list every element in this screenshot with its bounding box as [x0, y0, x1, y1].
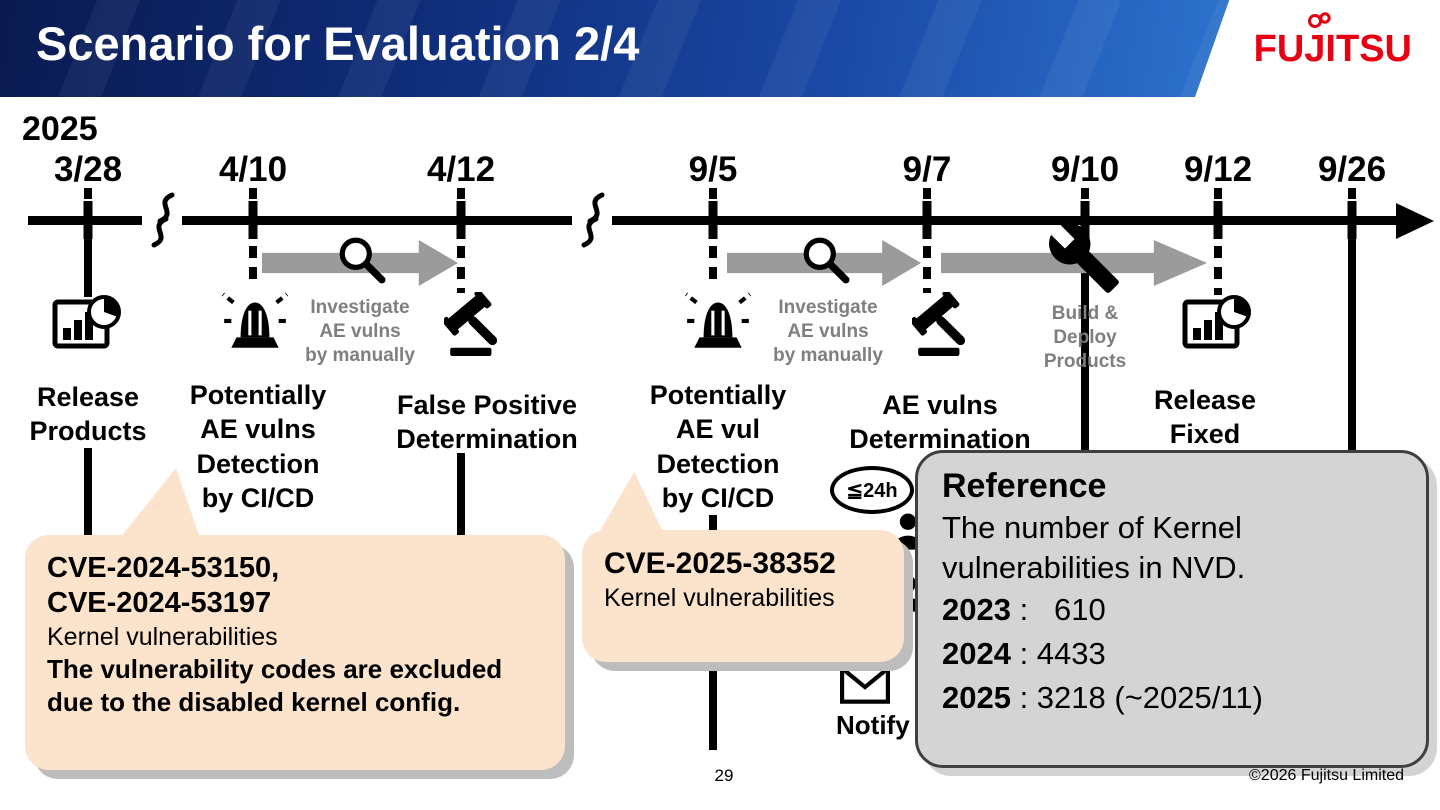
tick-dash [1081, 188, 1089, 199]
timeline-year-label: 2025 [22, 110, 98, 148]
presentation-chart-icon [1182, 290, 1252, 360]
connector-line [923, 225, 931, 293]
timeline-arrowhead-icon [1396, 203, 1434, 239]
copyright-notice: ©2026 Fujitsu Limited [1249, 767, 1404, 784]
date-label-3: 9/5 [688, 150, 738, 189]
siren-icon [682, 286, 754, 358]
timeline-tick [708, 201, 718, 239]
siren-icon [219, 286, 291, 358]
fujitsu-logo: FUJITSU [1253, 28, 1412, 70]
timeline-tick [922, 201, 932, 239]
callout-body: The vulnerability codes are excluded due… [47, 654, 503, 717]
timeline-break-icon [142, 190, 182, 250]
tick-dash [84, 188, 92, 199]
reference-row-2024: 2024 : 4433 [942, 632, 1402, 676]
gavel-icon [441, 289, 510, 358]
tick-dash [1214, 188, 1222, 199]
timeline-tick [456, 201, 466, 239]
date-label-2: 4/12 [426, 150, 496, 189]
timeline-tick [1213, 201, 1223, 239]
connector-line [84, 448, 92, 547]
page-number: 29 [714, 766, 734, 785]
fujitsu-infinity-icon [1306, 12, 1336, 33]
event-label-potential-detection-1: Potentially AE vulns Detection by CI/CD [189, 380, 327, 513]
process-label-investigate-1: Investigate AE vulns by manually [305, 297, 415, 366]
wrench-icon [1046, 220, 1122, 296]
envelope-icon [840, 666, 890, 704]
page-title: Scenario for Evaluation 2/4 [36, 17, 640, 70]
date-label-6: 9/12 [1183, 150, 1253, 189]
notify-label: Notify [836, 710, 910, 740]
timeline-tick [1080, 201, 1090, 239]
date-label-1: 4/10 [218, 150, 288, 189]
tick-dash [457, 188, 465, 199]
tick-dash [1348, 188, 1356, 199]
header-band [0, 0, 1440, 97]
date-label-7: 9/26 [1317, 150, 1387, 189]
timeline-tick [83, 201, 93, 239]
callout-cve-2025: CVE-2025-38352 Kernel vulnerabilities [582, 530, 904, 662]
connector-line [709, 225, 717, 287]
callout-title: CVE-2024-53150, CVE-2024-53197 [47, 552, 280, 619]
event-label-potential-detection-2: Potentially AE vul Detection by CI/CD [649, 380, 787, 513]
timeline-tick [1347, 201, 1357, 239]
reference-row-2025: 2025 : 3218 (~2025/11) [942, 676, 1402, 720]
event-label-ae-determination: AE vulns Determination [849, 390, 1031, 455]
magnifier-icon [800, 234, 850, 284]
connector-line [1348, 225, 1356, 453]
magnifier-icon [336, 234, 386, 284]
callout-title: CVE-2025-38352 [604, 547, 836, 580]
reference-value: : 3218 (~2025/11) [1010, 680, 1263, 716]
sla-24h-badge: ≦24h [830, 466, 914, 514]
reference-year: 2023 [942, 592, 1011, 628]
connector-line [457, 453, 465, 537]
process-label-investigate-2: Investigate AE vulns by manually [773, 297, 883, 366]
reference-value: : 610 [1010, 592, 1106, 628]
connector-line [1214, 225, 1222, 295]
connector-line [84, 225, 92, 297]
callout-cve-2024: CVE-2024-53150, CVE-2024-53197 Kernel vu… [25, 535, 565, 770]
gavel-icon [909, 289, 978, 358]
date-label-4: 9/7 [902, 150, 952, 189]
date-label-0: 3/28 [53, 150, 123, 189]
reference-row-2023: 2023 : 610 [942, 588, 1402, 632]
tick-dash [709, 188, 717, 199]
timeline-break-icon [572, 190, 612, 250]
reference-year: 2024 [942, 636, 1011, 672]
process-label-build-deploy: Build & Deploy Products [1043, 303, 1127, 372]
date-label-5: 9/10 [1050, 150, 1120, 189]
reference-year: 2025 [942, 680, 1011, 716]
event-label-false-positive: False Positive Determination [396, 390, 578, 455]
reference-title: Reference [942, 467, 1107, 505]
connector-line [249, 225, 257, 287]
event-label-release-products: Release Products [29, 382, 147, 447]
tick-dash [249, 188, 257, 199]
presentation-chart-icon [52, 290, 122, 360]
callout-subtitle: Kernel vulnerabilities [604, 584, 835, 612]
reference-box: Reference The number of Kernel vulnerabi… [915, 450, 1429, 768]
tick-dash [923, 188, 931, 199]
reference-value: : 4433 [1010, 636, 1106, 672]
callout-tail [120, 468, 200, 538]
connector-line [1081, 225, 1089, 453]
timeline-tick [248, 201, 258, 239]
connector-line [457, 225, 465, 293]
callout-subtitle: Kernel vulnerabilities [47, 622, 278, 651]
reference-body: The number of Kernel vulnerabilities in … [942, 509, 1246, 585]
